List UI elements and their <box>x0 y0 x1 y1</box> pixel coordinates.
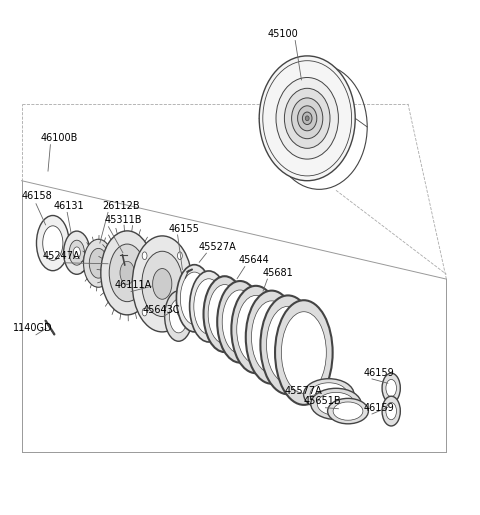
Ellipse shape <box>305 116 309 121</box>
Ellipse shape <box>284 88 330 148</box>
Ellipse shape <box>252 301 292 373</box>
Ellipse shape <box>217 281 263 363</box>
Ellipse shape <box>178 252 182 260</box>
Text: 1140GD: 1140GD <box>13 323 53 333</box>
Ellipse shape <box>327 399 369 424</box>
Ellipse shape <box>386 402 396 420</box>
Ellipse shape <box>142 308 147 316</box>
Ellipse shape <box>109 244 145 302</box>
Text: 46158: 46158 <box>22 192 52 201</box>
Ellipse shape <box>169 299 188 333</box>
Text: 45100: 45100 <box>268 29 299 39</box>
Ellipse shape <box>180 272 208 324</box>
Text: 46159: 46159 <box>363 403 394 413</box>
Text: 46100B: 46100B <box>41 133 78 143</box>
Ellipse shape <box>101 231 154 315</box>
Ellipse shape <box>142 251 182 317</box>
Ellipse shape <box>246 290 298 384</box>
Ellipse shape <box>194 279 224 334</box>
Ellipse shape <box>142 252 147 260</box>
Ellipse shape <box>317 392 355 416</box>
Text: 45681: 45681 <box>262 268 293 278</box>
Ellipse shape <box>165 291 192 341</box>
Ellipse shape <box>43 226 63 261</box>
Ellipse shape <box>266 306 310 384</box>
Ellipse shape <box>89 248 108 278</box>
Ellipse shape <box>281 312 326 393</box>
Text: 45311B: 45311B <box>105 215 142 226</box>
Text: 45577A: 45577A <box>284 386 322 396</box>
Text: 46155: 46155 <box>169 224 200 233</box>
Ellipse shape <box>304 379 354 410</box>
Ellipse shape <box>208 285 241 344</box>
Ellipse shape <box>311 388 361 420</box>
Text: 26112B: 26112B <box>102 201 139 211</box>
Text: 45247A: 45247A <box>42 251 80 261</box>
Ellipse shape <box>259 56 355 181</box>
Ellipse shape <box>382 373 400 403</box>
Ellipse shape <box>302 112 312 125</box>
Ellipse shape <box>276 77 338 159</box>
Ellipse shape <box>310 383 348 406</box>
Ellipse shape <box>190 271 228 342</box>
Ellipse shape <box>63 231 90 274</box>
Ellipse shape <box>386 380 396 397</box>
Text: 45651B: 45651B <box>303 397 341 406</box>
Ellipse shape <box>153 268 172 299</box>
Ellipse shape <box>275 300 333 405</box>
Text: 46159: 46159 <box>363 368 394 377</box>
Ellipse shape <box>231 286 280 373</box>
Ellipse shape <box>260 296 316 394</box>
Ellipse shape <box>178 308 182 316</box>
Text: 45644: 45644 <box>239 255 270 265</box>
Ellipse shape <box>36 215 69 271</box>
Text: 45643C: 45643C <box>143 305 180 315</box>
Ellipse shape <box>333 402 363 420</box>
Ellipse shape <box>73 247 80 259</box>
Ellipse shape <box>84 239 113 287</box>
Ellipse shape <box>298 106 317 131</box>
Text: 46111A: 46111A <box>114 280 152 290</box>
Ellipse shape <box>132 236 192 332</box>
Ellipse shape <box>69 240 84 265</box>
Ellipse shape <box>222 290 258 354</box>
Ellipse shape <box>237 296 275 364</box>
Text: 46131: 46131 <box>54 201 84 211</box>
Ellipse shape <box>120 261 134 284</box>
Ellipse shape <box>382 396 400 426</box>
Ellipse shape <box>204 276 246 352</box>
Ellipse shape <box>291 98 323 139</box>
Ellipse shape <box>177 265 212 332</box>
Text: 45527A: 45527A <box>198 242 236 252</box>
